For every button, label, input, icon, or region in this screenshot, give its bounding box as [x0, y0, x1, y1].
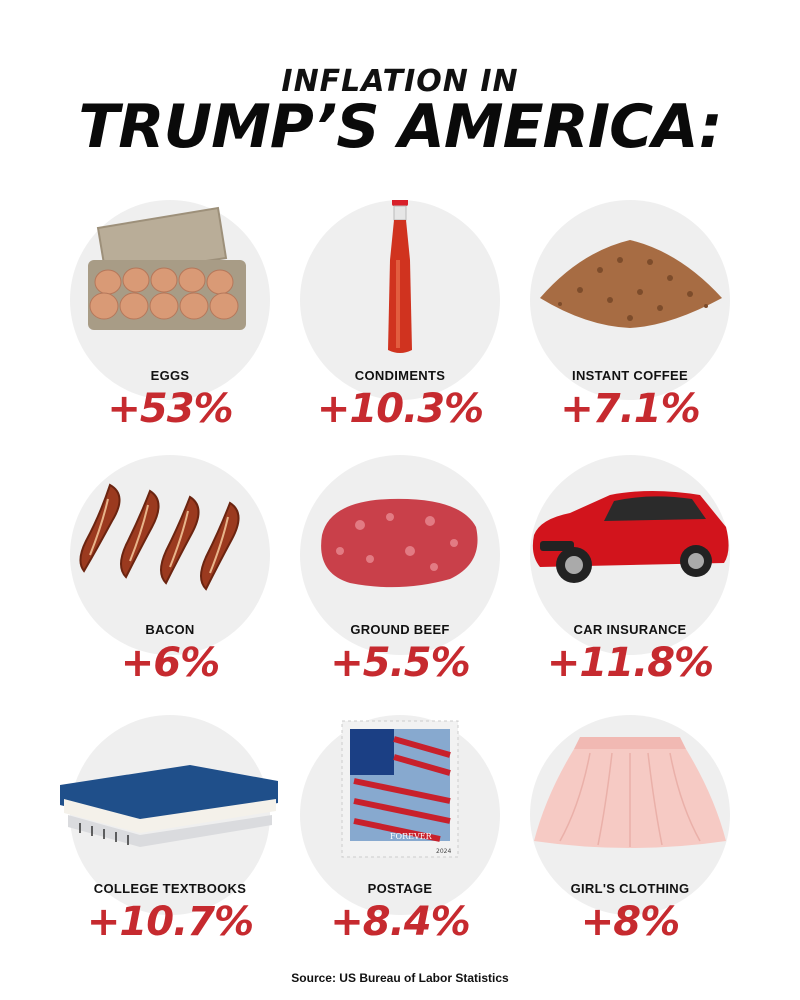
bacon-strips-icon [79, 483, 240, 591]
flag-stamp-icon: FOREVER 2024 [341, 720, 459, 858]
item-percent: +10.3% [316, 386, 484, 432]
textbooks-icon [60, 765, 278, 847]
title-line-1: INFLATION IN [281, 64, 519, 99]
item-percent: +8.4% [330, 899, 470, 945]
stamp-year-text: 2024 [436, 848, 451, 855]
item-label: BACON [145, 622, 195, 637]
hot-sauce-bottle-icon [388, 200, 412, 353]
item-percent: +8% [580, 899, 680, 945]
item-label: INSTANT COFFEE [572, 368, 688, 383]
item-percent: +53% [107, 386, 233, 432]
ground-beef-icon [321, 498, 478, 588]
item-label: GIRL'S CLOTHING [570, 881, 690, 896]
page-title: TRUMP’S AMERICA: [78, 92, 722, 162]
source-note: Source: US Bureau of Labor Statistics [291, 971, 509, 985]
item-percent: +10.7% [86, 899, 254, 945]
stamp-forever-text: FOREVER [390, 832, 433, 841]
item-percent: +5.5% [330, 640, 470, 686]
pink-skirt-icon [534, 737, 726, 848]
item-label: POSTAGE [367, 881, 433, 896]
item-label: GROUND BEEF [350, 622, 450, 637]
red-car-icon [532, 491, 729, 583]
item-label: COLLEGE TEXTBOOKS [93, 881, 247, 896]
coffee-granules-icon [540, 240, 722, 328]
item-percent: +6% [120, 640, 220, 686]
item-percent: +7.1% [560, 386, 700, 432]
item-percent: +11.8% [546, 640, 714, 686]
item-label: CONDIMENTS [354, 368, 446, 383]
item-label: EGGS [150, 368, 190, 383]
egg-carton-icon [88, 206, 246, 330]
item-label: CAR INSURANCE [573, 622, 687, 637]
